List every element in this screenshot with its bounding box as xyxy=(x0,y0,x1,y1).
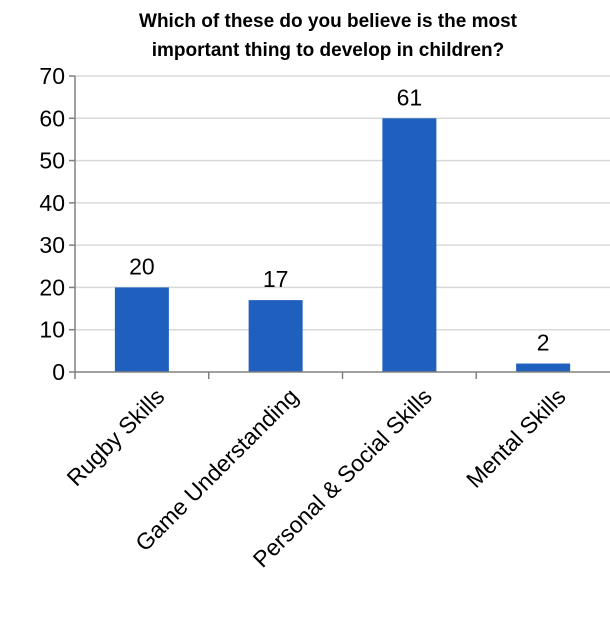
y-tick-label: 40 xyxy=(39,190,65,216)
data-labels: 20 17 61 2 xyxy=(129,84,549,355)
data-label: 17 xyxy=(263,266,289,292)
y-tick-label: 10 xyxy=(39,317,65,343)
chart-title-line-1: Which of these do you believe is the mos… xyxy=(139,11,518,32)
data-label: 61 xyxy=(397,84,423,110)
y-axis-ticks: 0 10 20 30 40 50 60 70 xyxy=(39,63,75,385)
bar xyxy=(114,287,169,372)
y-tick-label: 70 xyxy=(39,63,65,89)
y-tick-label: 30 xyxy=(39,232,65,258)
bar xyxy=(248,300,303,372)
y-tick-label: 0 xyxy=(52,359,65,385)
y-tick-label: 20 xyxy=(39,274,65,300)
data-label: 20 xyxy=(129,253,155,279)
chart-title-line-2: important thing to develop in children? xyxy=(152,40,505,61)
y-tick-label: 60 xyxy=(39,105,65,131)
y-tick-label: 50 xyxy=(39,148,65,174)
chart-title: Which of these do you believe is the mos… xyxy=(139,11,518,61)
data-label: 2 xyxy=(537,330,550,356)
bars xyxy=(114,118,571,373)
bar xyxy=(382,118,437,373)
axes xyxy=(74,76,610,379)
x-category-label: Rugby Skills xyxy=(62,383,170,491)
x-category-label: Mental Skills xyxy=(461,383,571,493)
bar xyxy=(516,363,571,372)
